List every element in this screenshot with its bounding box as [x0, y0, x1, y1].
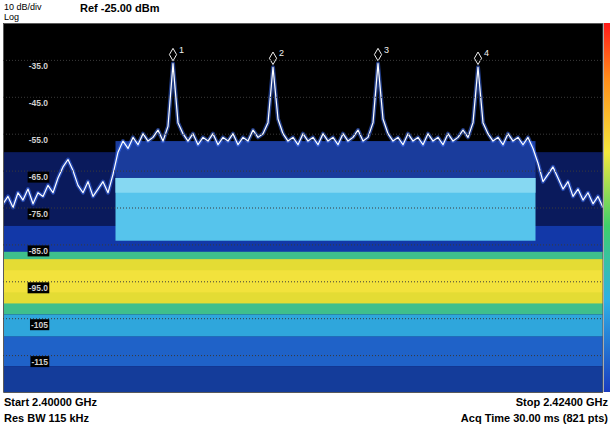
- y-tick: -65.0: [3, 171, 603, 183]
- scale-type: Log: [4, 12, 19, 22]
- y-tick-label: -45.0: [29, 98, 49, 108]
- y-tick-label: -85.0: [29, 246, 49, 256]
- grid-line: [3, 318, 603, 319]
- y-tick: -35.0: [3, 60, 603, 72]
- marker-label: 1: [179, 45, 184, 55]
- grid-line: [3, 208, 603, 209]
- scale-label: 10 dB/div: [4, 2, 42, 12]
- y-tick-label: -35.0: [29, 61, 49, 71]
- grid-line: [3, 281, 603, 282]
- density-region: [3, 259, 603, 303]
- y-tick: -55.0: [3, 134, 603, 146]
- axis-frame: [603, 23, 604, 392]
- trace: [3, 64, 603, 208]
- marker-diamond: [374, 48, 381, 60]
- y-tick: -45.0: [3, 97, 603, 109]
- marker-label: 3: [384, 45, 389, 55]
- marker-diamond: [474, 52, 481, 64]
- label-patch: [28, 245, 50, 256]
- label-patch: [28, 61, 50, 72]
- plot-background: [3, 23, 603, 392]
- plot-area: [3, 48, 603, 392]
- y-tick-label: -95.0: [29, 283, 49, 293]
- grid-line: [3, 134, 603, 135]
- grid-line: [3, 244, 603, 245]
- marker-diamond: [269, 52, 276, 64]
- marker-diamond: [169, 48, 176, 60]
- trace-glow: [3, 64, 603, 208]
- label-patch: [28, 98, 50, 109]
- grid-line: [3, 355, 603, 356]
- label-patch: [30, 356, 49, 367]
- y-tick: -95.0: [3, 282, 603, 294]
- marker-label: 2: [279, 48, 284, 58]
- acq-label: Acq Time 30.00 ms (821 pts): [461, 412, 608, 424]
- density-region: [3, 252, 603, 315]
- marker-label: 4: [484, 48, 489, 58]
- color-bar: [604, 23, 610, 392]
- grid-line: [3, 171, 603, 172]
- density-region: [116, 178, 536, 193]
- density-region: [3, 315, 603, 337]
- y-tick-label: -115: [31, 357, 48, 367]
- density-region: [116, 141, 536, 178]
- grid-line: [3, 97, 603, 98]
- stop-label: Stop 2.42400 GHz: [516, 396, 609, 408]
- density-region: [3, 152, 603, 392]
- label-patch: [28, 282, 50, 293]
- y-tick-label: -65.0: [29, 172, 49, 182]
- y-tick: -75.0: [3, 208, 603, 220]
- density-region: [3, 337, 603, 367]
- label-patch: [28, 209, 50, 220]
- y-tick: -85.0: [3, 245, 603, 257]
- density-region: [3, 270, 603, 292]
- y-tick: -115: [3, 356, 603, 368]
- density-region: [116, 178, 536, 241]
- y-tick-label: -75.0: [29, 209, 49, 219]
- start-label: Start 2.40000 GHz: [4, 396, 97, 408]
- reference: Ref -25.00 dBm: [80, 2, 160, 14]
- grid-line: [3, 60, 603, 61]
- y-tick-label: -55.0: [29, 135, 49, 145]
- y-axis: -35.0 -45.0 -55.0 -65.0 -75.0 -85.0 -95.0 -105 -…: [3, 24, 603, 393]
- chart: -35.0 -45.0 -55.0 -65.0 -75.0 -85.0 -95.0 -105 -…: [0, 0, 613, 431]
- density-region: [3, 366, 603, 392]
- y-tick: -105: [3, 319, 603, 331]
- y-tick-label: -105: [31, 320, 48, 330]
- label-patch: [30, 319, 49, 330]
- label-patch: [28, 172, 50, 183]
- label-patch: [28, 135, 50, 146]
- axis-frame: [4, 24, 604, 393]
- rbw-label: Res BW 115 kHz: [4, 412, 89, 424]
